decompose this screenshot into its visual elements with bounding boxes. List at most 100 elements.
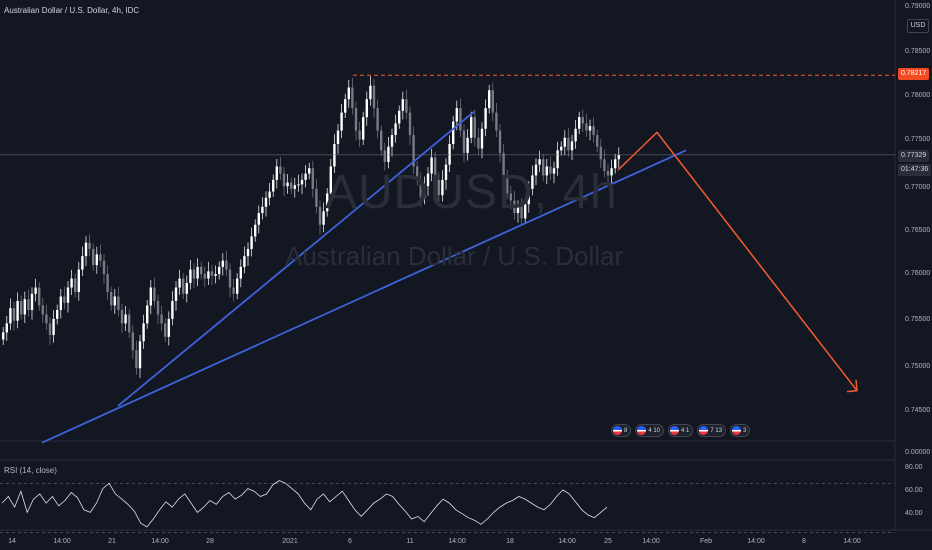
candle-body xyxy=(534,164,538,176)
candle-body xyxy=(322,211,325,225)
candle xyxy=(171,291,174,326)
us-flag-icon xyxy=(637,426,647,435)
candle-body xyxy=(30,293,34,310)
candle-body xyxy=(372,85,376,109)
candle-body xyxy=(286,182,289,187)
event-marker[interactable]: 4 1 xyxy=(668,424,694,437)
candle xyxy=(398,105,401,129)
candle-body xyxy=(531,175,534,189)
event-marker[interactable]: 7 13 xyxy=(697,424,727,437)
candle xyxy=(430,148,433,182)
candle xyxy=(524,198,527,224)
candle xyxy=(203,266,206,288)
candle xyxy=(603,149,606,178)
candle xyxy=(182,273,185,300)
candle-body xyxy=(502,152,505,176)
us-flag-icon xyxy=(699,426,709,435)
candle-body xyxy=(120,309,124,324)
candle xyxy=(128,309,131,338)
candle xyxy=(520,198,523,226)
candle-body xyxy=(239,266,242,279)
candle-body xyxy=(66,287,70,303)
event-label: 7 13 xyxy=(710,427,723,434)
candle-body xyxy=(369,85,372,100)
symbol-watermark: AUDUSD, 4h xyxy=(325,166,618,219)
candle xyxy=(246,242,250,266)
candle xyxy=(315,179,318,214)
candle xyxy=(538,150,541,173)
candle xyxy=(509,185,512,210)
candle xyxy=(606,164,610,186)
candle-body xyxy=(81,256,84,270)
candle-body xyxy=(495,112,498,131)
candle xyxy=(448,135,451,173)
candle xyxy=(599,139,602,168)
candle xyxy=(142,314,145,349)
candle xyxy=(41,297,44,324)
candle xyxy=(81,246,84,277)
rsi-line xyxy=(1,480,608,528)
candle xyxy=(581,109,584,133)
candle xyxy=(470,111,473,144)
event-marker[interactable]: 3 xyxy=(730,424,751,437)
candle-body xyxy=(27,299,30,310)
candle xyxy=(74,273,77,298)
price-axis-label: 0.76500 xyxy=(905,227,930,234)
candle xyxy=(117,286,120,317)
candle-body xyxy=(250,236,253,249)
candle xyxy=(441,170,444,202)
candle-body xyxy=(311,168,314,189)
candle-body xyxy=(290,182,293,189)
candle-body xyxy=(243,256,246,267)
candle xyxy=(282,167,286,196)
rsi-indicator-label[interactable]: RSI (14, close) xyxy=(4,466,57,475)
candle xyxy=(286,173,289,194)
candle-body xyxy=(347,87,350,100)
candle-body xyxy=(106,274,109,293)
candle-body xyxy=(459,108,462,131)
candle-body xyxy=(102,260,106,275)
candle xyxy=(408,106,412,145)
time-axis-label: 14:00 xyxy=(843,538,861,545)
candle-body xyxy=(214,274,217,276)
candle-body xyxy=(160,314,163,324)
candle xyxy=(272,174,275,197)
candle-body xyxy=(92,248,95,266)
candle-body xyxy=(70,278,73,288)
time-axis-label: 28 xyxy=(206,538,214,545)
candle xyxy=(110,286,113,311)
event-marker[interactable]: 4 10 xyxy=(635,424,665,437)
candle xyxy=(214,265,217,284)
candle-body xyxy=(2,332,5,340)
candle-body xyxy=(95,254,98,266)
candle-body xyxy=(603,159,606,171)
candle xyxy=(354,101,358,141)
candle xyxy=(405,89,408,120)
candle-body xyxy=(329,166,332,194)
candle xyxy=(383,142,386,171)
candle-body xyxy=(77,269,80,293)
candle xyxy=(185,275,188,303)
candle-body xyxy=(146,305,149,324)
candle xyxy=(488,84,491,114)
candle xyxy=(9,298,12,330)
candle-body xyxy=(336,130,340,145)
candle-body xyxy=(84,242,88,257)
candle xyxy=(311,160,314,198)
candle-body xyxy=(567,137,570,151)
candle-body xyxy=(218,266,221,275)
event-label: 8 xyxy=(624,427,628,434)
price-axis-label: 0.00000 xyxy=(905,449,930,456)
currency-button[interactable]: USD xyxy=(907,19,929,33)
candle-body xyxy=(74,278,77,293)
candle xyxy=(434,152,437,186)
candle xyxy=(124,305,127,331)
target-price-badge: 0.78217 xyxy=(898,68,930,80)
candle-body xyxy=(149,287,152,306)
rsi-axis-label: 60.00 xyxy=(905,487,923,494)
candle xyxy=(329,158,332,202)
event-marker[interactable]: 8 xyxy=(611,424,632,437)
candle-body xyxy=(185,283,188,294)
candle-body xyxy=(268,191,271,198)
